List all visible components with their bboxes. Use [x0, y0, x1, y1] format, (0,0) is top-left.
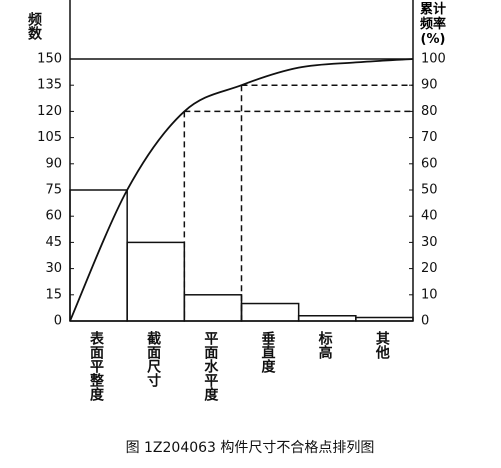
- y2-tick-label: 40: [421, 209, 438, 224]
- y2-axis-title: 累计频率(%): [419, 2, 446, 47]
- y-tick-label: 90: [45, 156, 62, 171]
- y-tick-label: 30: [45, 261, 62, 276]
- bar: [126, 241, 186, 322]
- y-tick-label: 120: [37, 104, 62, 119]
- y2-tick-label: 30: [421, 235, 438, 250]
- y2-tick-label: 80: [421, 104, 438, 119]
- y2-tick-label: 0: [421, 314, 429, 329]
- y2-tick-label: 20: [421, 261, 438, 276]
- y-tick-label: 15: [45, 287, 62, 302]
- y-tick-label: 0: [54, 314, 62, 329]
- y2-tick-label: 70: [421, 130, 438, 145]
- y2-tick-label: 10: [421, 287, 438, 302]
- x-tick-label: 标高: [317, 330, 334, 360]
- y-tick-label: 75: [45, 183, 62, 198]
- y-axis-title: 频数: [26, 11, 42, 41]
- x-tick-label: 表面平整度: [88, 330, 105, 402]
- y-tick-label: 135: [37, 78, 62, 93]
- cumulative-line: [69, 58, 414, 322]
- y2-tick-label: 90: [421, 78, 438, 93]
- x-tick-label: 截面尺寸: [145, 330, 161, 388]
- y2-tick-label: 100: [421, 52, 446, 67]
- x-tick-label: 垂直度: [260, 330, 276, 374]
- bar: [240, 302, 300, 322]
- caption: 图 1Z204063 构件尺寸不合格点排列图: [126, 440, 375, 456]
- y2-tick-label: 60: [421, 156, 438, 171]
- bar: [355, 316, 414, 322]
- x-tick-label: 其他: [374, 331, 391, 360]
- y-tick-label: 150: [37, 52, 62, 67]
- bar: [183, 294, 243, 322]
- y-tick-label: 105: [37, 130, 62, 145]
- y-tick-label: 60: [45, 209, 62, 224]
- y-tick-label: 45: [45, 235, 62, 250]
- x-tick-label: 平面水平度: [202, 331, 218, 402]
- y2-tick-label: 50: [421, 183, 438, 198]
- bar: [297, 315, 357, 322]
